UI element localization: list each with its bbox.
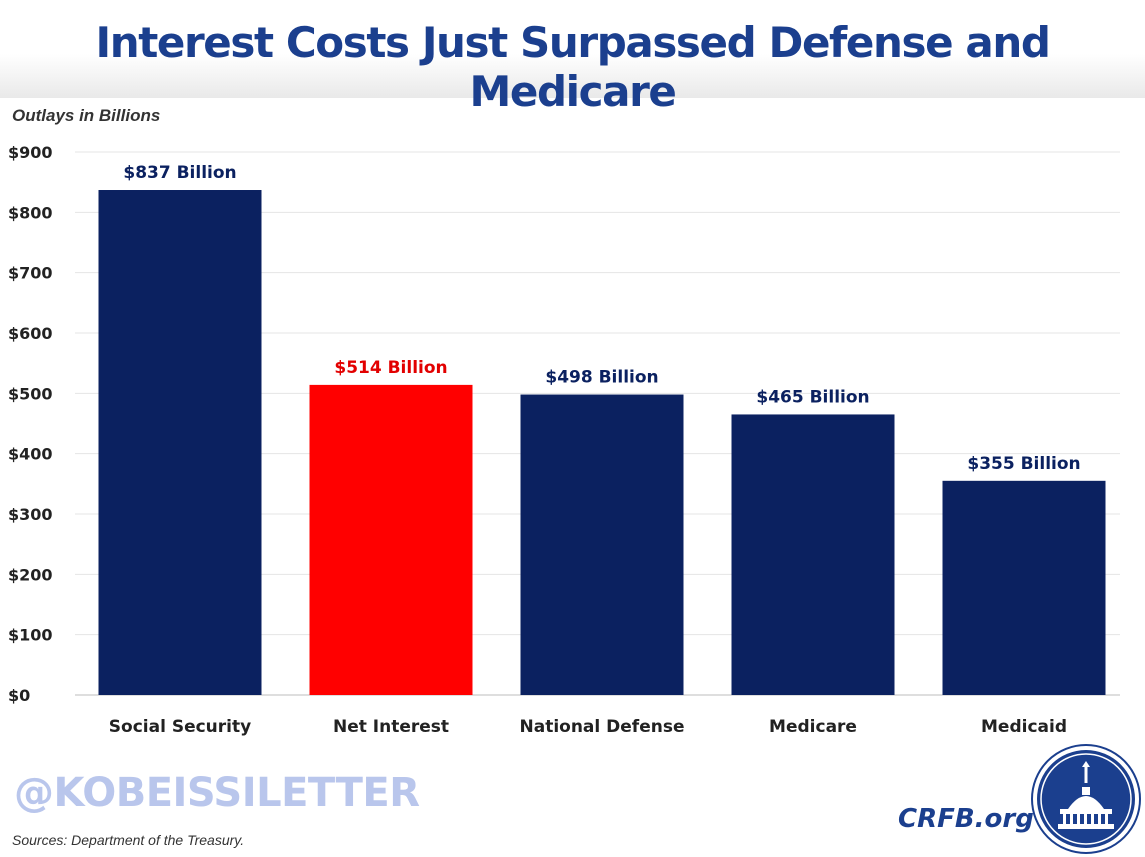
y-tick-label: $900 (8, 143, 53, 162)
y-tick-label: $700 (8, 264, 53, 283)
bar[interactable] (98, 190, 262, 695)
data-label: $498 Billion (545, 368, 658, 388)
data-label: $355 Billion (967, 454, 1080, 474)
y-tick-label: $600 (8, 324, 53, 343)
crfb-seal-logo (1031, 744, 1141, 854)
y-tick-label: $0 (8, 686, 30, 705)
x-tick-label: Medicaid (981, 717, 1067, 737)
data-label: $465 Billion (756, 387, 869, 407)
source-note: Sources: Department of the Treasury. (12, 832, 245, 848)
data-label: $514 Billion (334, 358, 447, 378)
bar[interactable] (731, 414, 895, 695)
x-tick-label: Medicare (769, 717, 857, 737)
y-tick-label: $100 (8, 626, 53, 645)
x-tick-label: National Defense (520, 717, 685, 737)
chart-title: Interest Costs Just Surpassed Defense an… (95, 18, 1050, 116)
bar[interactable] (309, 384, 473, 695)
brand-link[interactable]: CRFB.org (898, 804, 1034, 834)
y-tick-label: $800 (8, 203, 53, 222)
y-tick-label: $400 (8, 445, 53, 464)
x-tick-label: Net Interest (333, 717, 449, 737)
bar[interactable] (942, 480, 1106, 695)
bar[interactable] (520, 394, 684, 695)
title-band (0, 0, 1145, 98)
y-tick-label: $300 (8, 505, 53, 524)
x-tick-label: Social Security (109, 717, 251, 737)
y-tick-label: $500 (8, 384, 53, 403)
watermark-text: @KOBEISSILETTER (14, 770, 420, 816)
data-label: $837 Billion (123, 163, 236, 183)
y-axis-caption: Outlays in Billions (12, 106, 161, 125)
y-tick-label: $200 (8, 565, 53, 584)
